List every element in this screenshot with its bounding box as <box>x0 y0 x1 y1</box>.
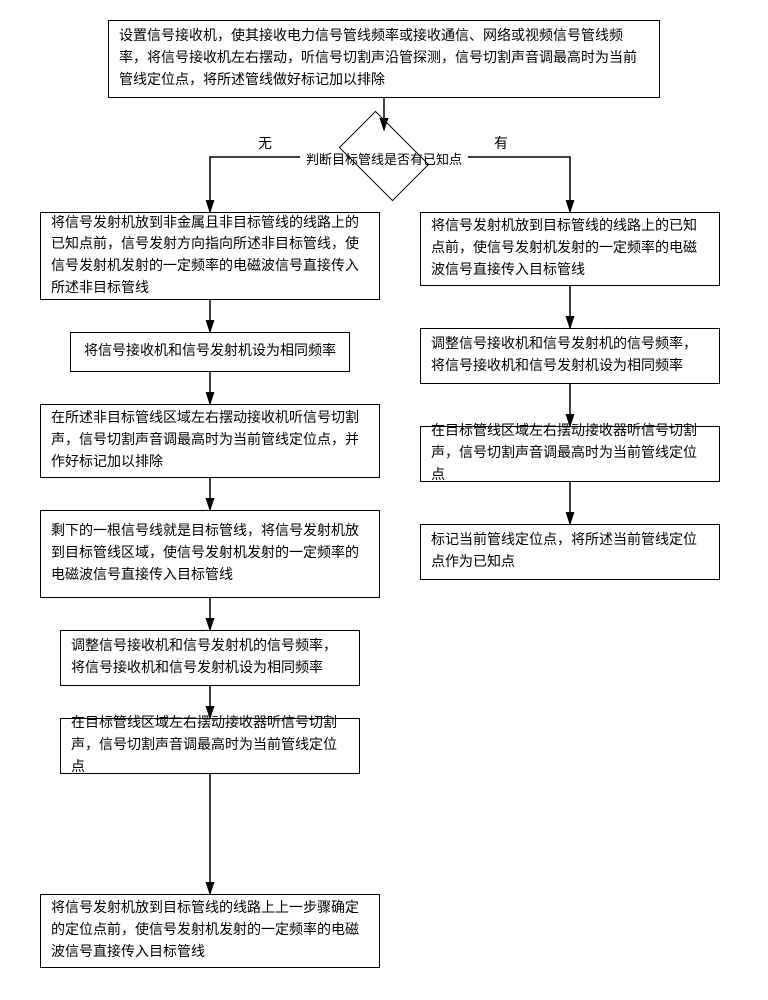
node-l5: 调整信号接收机和信号发射机的信号频率，将信号接收机和信号发射机设为相同频率 <box>60 630 360 686</box>
node-text: 将信号发射机放到目标管线的线路上上一步骤确定的定位点前，使信号发射机发射的一定频… <box>51 898 369 963</box>
node-text: 设置信号接收机，使其接收电力信号管线频率或接收通信、网络或视频信号管线频率，将信… <box>119 26 649 91</box>
node-text: 在所述非目标管线区域左右摆动接收机听信号切割声，信号切割声音调最高时为当前管线定… <box>51 408 369 473</box>
node-text: 标记当前管线定位点，将所述当前管线定位点作为已知点 <box>431 530 709 573</box>
node-l1: 将信号发射机放到非金属且非目标管线的线路上的已知点前，信号发射方向指向所述非目标… <box>40 212 380 300</box>
node-text: 在目标管线区域左右摆动接收器听信号切割声，信号切割声音调最高时为当前管线定位点 <box>71 713 349 778</box>
node-text: 调整信号接收机和信号发射机的信号频率，将信号接收机和信号发射机设为相同频率 <box>431 334 709 377</box>
node-r3: 在目标管线区域左右摆动接收器听信号切割声，信号切割声音调最高时为当前管线定位点 <box>420 426 720 482</box>
node-text: 在目标管线区域左右摆动接收器听信号切割声，信号切割声音调最高时为当前管线定位点 <box>431 421 709 486</box>
node-l2: 将信号接收机和信号发射机设为相同频率 <box>70 332 350 372</box>
node-l3: 在所述非目标管线区域左右摆动接收机听信号切割声，信号切割声音调最高时为当前管线定… <box>40 404 380 478</box>
flowchart-canvas: 设置信号接收机，使其接收电力信号管线频率或接收通信、网络或视频信号管线频率，将信… <box>0 0 768 1000</box>
node-r2: 调整信号接收机和信号发射机的信号频率，将信号接收机和信号发射机设为相同频率 <box>420 328 720 384</box>
node-l6: 在目标管线区域左右摆动接收器听信号切割声，信号切割声音调最高时为当前管线定位点 <box>60 718 360 774</box>
decision-label: 判断目标管线是否有已知点 <box>284 149 484 168</box>
node-r4: 标记当前管线定位点，将所述当前管线定位点作为已知点 <box>420 524 720 580</box>
node-l7: 将信号发射机放到目标管线的线路上上一步骤确定的定位点前，使信号发射机发射的一定频… <box>40 894 380 968</box>
label-no: 无 <box>258 133 272 153</box>
node-text: 将信号接收机和信号发射机设为相同频率 <box>84 341 336 363</box>
node-text: 剩下的一根信号线就是目标管线，将信号发射机放到目标管线区域，使信号发射机发射的一… <box>51 521 369 586</box>
node-l4: 剩下的一根信号线就是目标管线，将信号发射机放到目标管线区域，使信号发射机发射的一… <box>40 510 380 598</box>
node-text: 调整信号接收机和信号发射机的信号频率，将信号接收机和信号发射机设为相同频率 <box>71 636 349 679</box>
node-setup: 设置信号接收机，使其接收电力信号管线频率或接收通信、网络或视频信号管线频率，将信… <box>108 20 660 98</box>
label-yes: 有 <box>494 133 508 153</box>
decision-text: 判断目标管线是否有已知点 <box>306 152 462 167</box>
node-r1: 将信号发射机放到目标管线的线路上的已知点前，使信号发射机发射的一定频率的电磁波信… <box>420 212 720 286</box>
node-text: 将信号发射机放到目标管线的线路上的已知点前，使信号发射机发射的一定频率的电磁波信… <box>431 216 709 281</box>
node-text: 将信号发射机放到非金属且非目标管线的线路上的已知点前，信号发射方向指向所述非目标… <box>51 213 369 300</box>
